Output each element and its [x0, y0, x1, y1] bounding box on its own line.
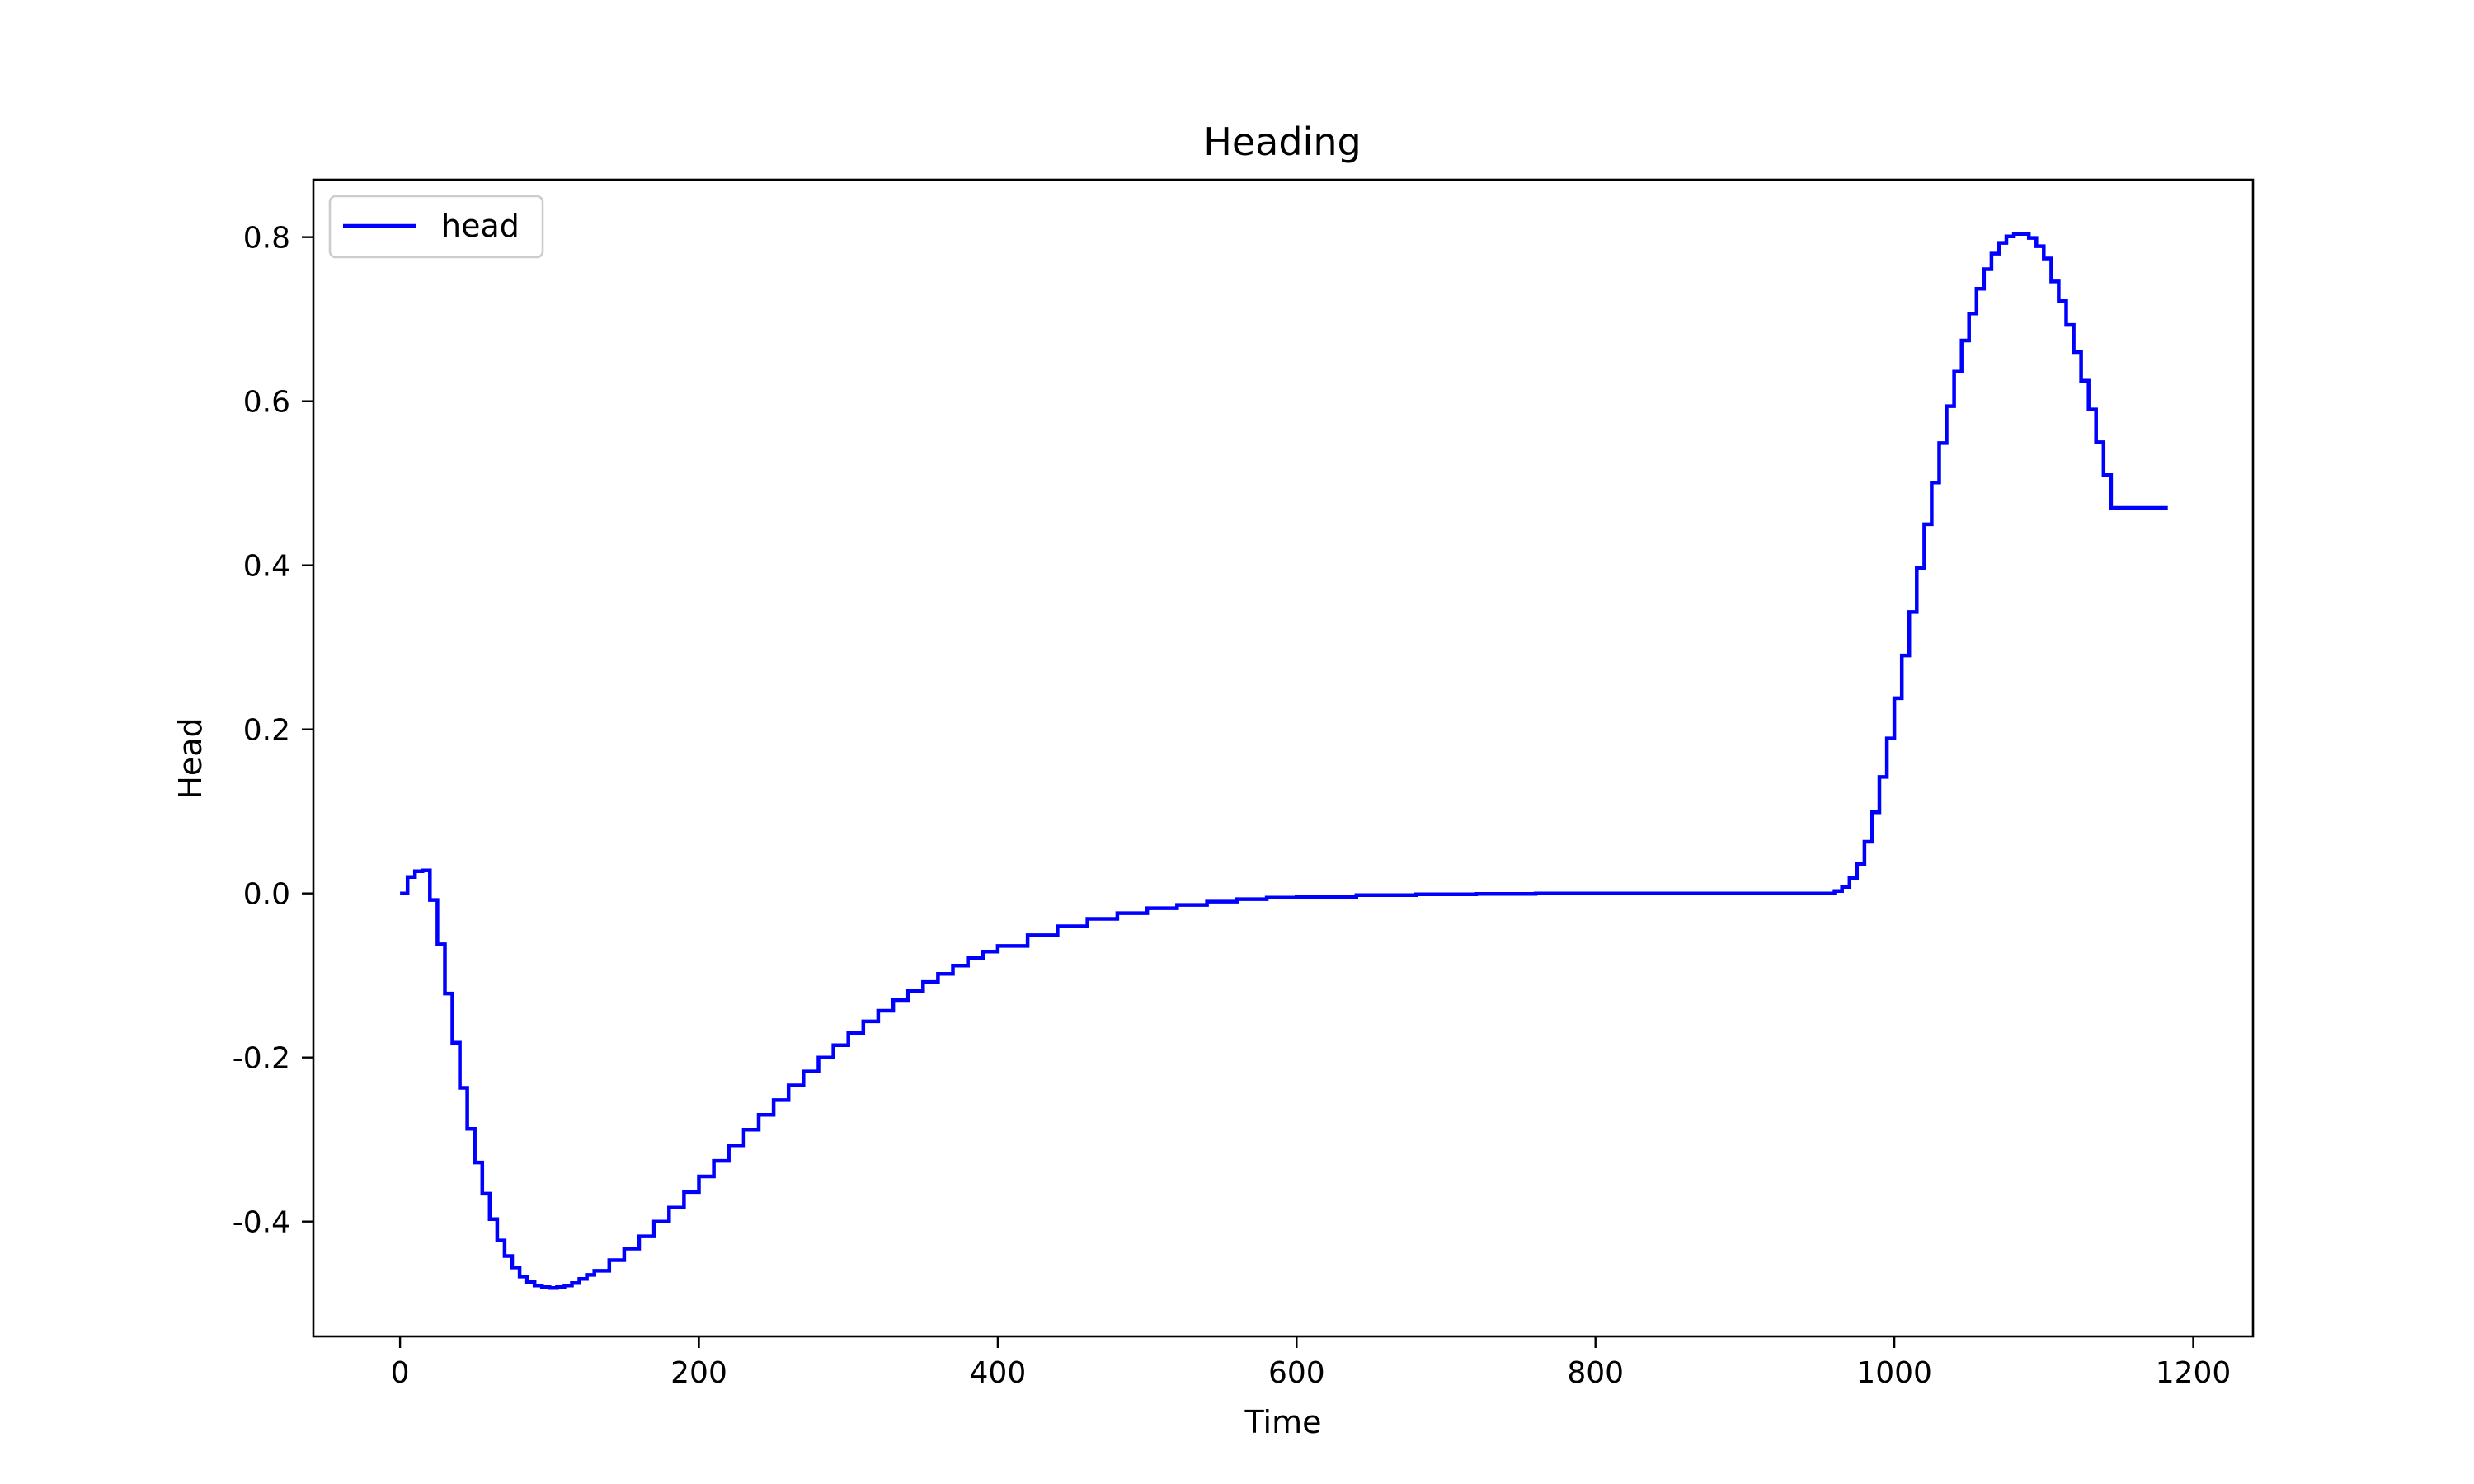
x-axis: 0 200 400 600 800 1000 1200	[391, 1336, 2232, 1390]
y-tick-label: -0.4	[233, 1206, 290, 1240]
x-axis-label: Time	[1244, 1404, 1322, 1440]
y-tick-label: 0.8	[243, 222, 290, 256]
plot-area-frame	[312, 178, 2255, 1338]
y-tick-label: 0.4	[243, 550, 290, 584]
chart-title: Heading	[1203, 120, 1361, 164]
series-layer	[400, 232, 2168, 1290]
x-tick-label: 200	[670, 1356, 727, 1390]
y-tick-label: 0.2	[243, 714, 290, 748]
y-tick-label: -0.2	[233, 1042, 290, 1076]
x-tick-label: 800	[1567, 1356, 1624, 1390]
legend[interactable]: head	[328, 195, 544, 259]
x-tick-label: 400	[970, 1356, 1027, 1390]
y-axis: -0.4 -0.2 0.0 0.2 0.4 0.6 0.8	[233, 222, 313, 1240]
x-tick-label: 0	[391, 1356, 410, 1390]
y-tick-label: 0.0	[243, 878, 290, 912]
legend-box	[328, 195, 544, 259]
series-line-head	[400, 232, 2168, 1290]
x-tick-label: 1200	[2156, 1356, 2232, 1390]
x-tick-label: 1000	[1856, 1356, 1932, 1390]
legend-label-head: head	[441, 208, 520, 244]
x-tick-label: 600	[1268, 1356, 1325, 1390]
y-tick-label: 0.6	[243, 386, 290, 420]
y-axis-label: Head	[172, 717, 209, 799]
